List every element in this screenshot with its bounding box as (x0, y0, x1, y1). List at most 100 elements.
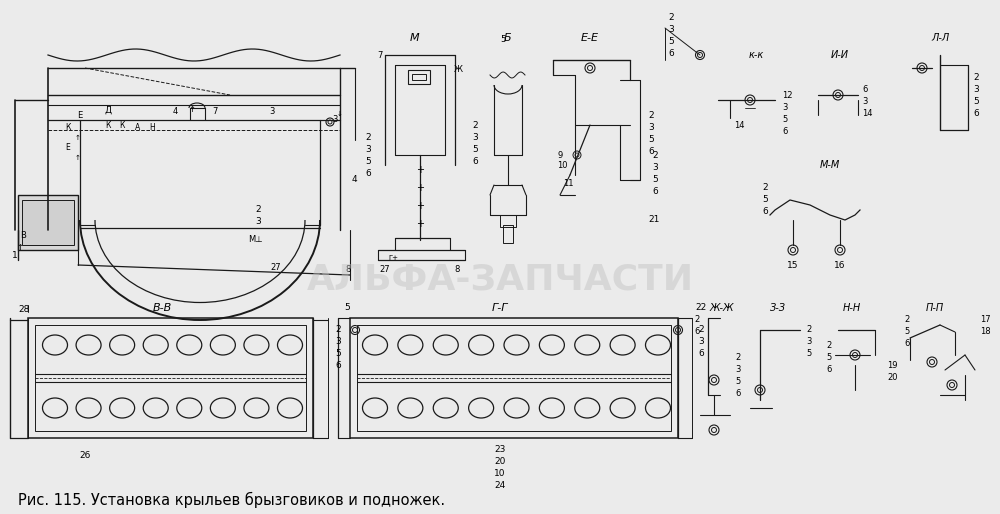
Text: М-М: М-М (820, 160, 840, 170)
Bar (408, 70, 430, 84)
Text: ↓: ↓ (337, 111, 343, 117)
Text: 27: 27 (271, 264, 281, 272)
Text: 6: 6 (826, 364, 831, 374)
Text: 5: 5 (762, 195, 768, 205)
Text: Б: Б (504, 33, 512, 43)
Text: 7: 7 (377, 50, 383, 60)
Text: 3: 3 (698, 338, 704, 346)
Text: 2: 2 (826, 340, 831, 350)
Text: 2: 2 (698, 325, 704, 335)
Text: К: К (119, 120, 125, 130)
Text: 2: 2 (905, 316, 910, 324)
Text: 5: 5 (344, 303, 350, 313)
Text: 22: 22 (695, 303, 706, 313)
Text: 5: 5 (648, 135, 654, 143)
Text: Ж-Ж: Ж-Ж (710, 303, 734, 313)
Text: 6: 6 (668, 49, 674, 59)
Text: И-И: И-И (831, 50, 849, 60)
Text: 3: 3 (735, 365, 740, 375)
Text: 3: 3 (269, 107, 275, 117)
Text: 2: 2 (973, 74, 979, 83)
Text: 5: 5 (973, 98, 979, 106)
Text: 3: 3 (335, 338, 341, 346)
Text: Ж: Ж (454, 65, 462, 75)
Text: 2: 2 (335, 325, 341, 335)
Text: 19: 19 (888, 360, 898, 370)
Text: 4: 4 (351, 175, 357, 185)
Text: 8: 8 (454, 266, 460, 274)
Text: ↑: ↑ (75, 155, 81, 161)
Text: Рис. 115. Установка крыльев брызговиков и подножек.: Рис. 115. Установка крыльев брызговиков … (18, 492, 445, 508)
Text: 3: 3 (255, 217, 261, 227)
Bar (500, 215, 516, 227)
Text: 6: 6 (905, 340, 910, 348)
Text: 24: 24 (494, 482, 506, 490)
Text: 5: 5 (335, 350, 341, 358)
Text: 7: 7 (212, 107, 218, 117)
Text: +: + (416, 219, 424, 229)
Text: 10: 10 (557, 160, 568, 170)
Text: к-к: к-к (748, 50, 764, 60)
Bar (350, 318, 678, 438)
Text: 14: 14 (862, 109, 872, 119)
Text: К: К (105, 120, 111, 130)
Text: 6: 6 (973, 109, 979, 119)
Text: 2: 2 (365, 134, 371, 142)
Bar (357, 325, 671, 431)
Text: 5: 5 (365, 157, 371, 167)
Text: 10: 10 (494, 469, 506, 479)
Text: 8: 8 (345, 266, 351, 274)
Text: 5: 5 (782, 115, 787, 123)
Text: 3: 3 (806, 338, 811, 346)
Text: 2: 2 (648, 111, 654, 119)
Text: 6: 6 (762, 208, 768, 216)
Text: В: В (20, 230, 26, 240)
Text: 5: 5 (735, 377, 740, 387)
Text: 6: 6 (782, 126, 787, 136)
Text: Д: Д (104, 105, 112, 115)
Text: А: А (135, 123, 141, 133)
Text: 3: 3 (782, 102, 787, 112)
Text: 14: 14 (734, 120, 744, 130)
Text: 4: 4 (172, 107, 178, 117)
Text: 16: 16 (834, 261, 846, 269)
Bar (22, 200, 74, 245)
Text: Г+: Г+ (388, 255, 398, 261)
Text: Н: Н (149, 123, 155, 133)
Text: 6: 6 (652, 187, 658, 195)
Text: 27: 27 (380, 266, 390, 274)
Text: 1: 1 (12, 250, 18, 260)
Text: ↑: ↑ (16, 244, 24, 252)
Text: +: + (416, 201, 424, 211)
Text: 6: 6 (648, 146, 654, 156)
Text: Л-Л: Л-Л (931, 33, 949, 43)
Text: 20: 20 (494, 457, 506, 467)
Text: 18: 18 (980, 327, 991, 337)
Text: +: + (416, 165, 424, 175)
Text: 2: 2 (762, 183, 768, 193)
Text: 6: 6 (335, 361, 341, 371)
Text: 3: 3 (472, 133, 478, 141)
Text: 5: 5 (806, 350, 811, 358)
Text: М: М (410, 33, 420, 43)
Text: 3: 3 (862, 98, 867, 106)
Text: 5: 5 (652, 174, 658, 183)
Text: М⊥: М⊥ (248, 235, 262, 245)
Text: +: + (416, 183, 424, 193)
Bar (18, 195, 78, 250)
Text: З-З: З-З (770, 303, 786, 313)
Text: 6: 6 (735, 390, 740, 398)
Bar (412, 74, 426, 80)
Text: П-П: П-П (926, 303, 944, 313)
Text: 2: 2 (695, 316, 700, 324)
Text: 6: 6 (698, 350, 704, 358)
Text: 3: 3 (652, 162, 658, 172)
Text: 28: 28 (18, 305, 29, 315)
Text: 5: 5 (472, 144, 478, 154)
Text: Е: Е (66, 143, 70, 153)
Text: 12: 12 (782, 90, 792, 100)
Text: 9: 9 (557, 151, 562, 159)
Text: 2: 2 (472, 120, 478, 130)
Text: 6: 6 (695, 327, 700, 337)
Text: 6: 6 (862, 85, 867, 95)
